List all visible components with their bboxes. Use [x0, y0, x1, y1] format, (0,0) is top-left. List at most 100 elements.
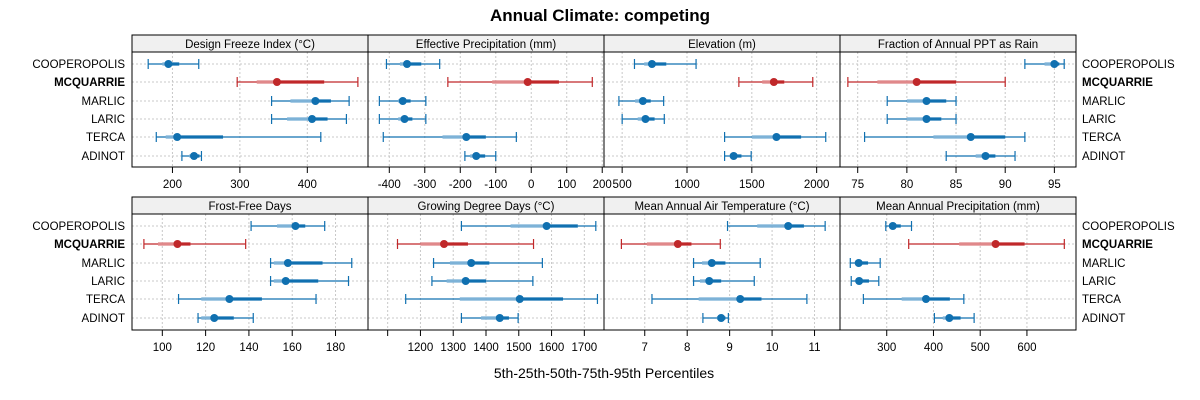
data-row: [181, 151, 203, 161]
x-tick-label: 300: [877, 342, 896, 354]
x-tick-label: 1600: [539, 342, 565, 354]
row-label: TERCA: [1082, 294, 1121, 306]
median-point: [281, 277, 290, 285]
x-tick-label: 500: [613, 179, 632, 191]
data-row: [432, 258, 543, 268]
panel-title: Effective Precipitation (mm): [416, 39, 557, 51]
panel: Fraction of Annual PPT as Rain 75 80 85 90 95: [839, 34, 1077, 191]
panel-title: Fraction of Annual PPT as Rain: [878, 39, 1038, 51]
data-row: [396, 239, 535, 249]
median-point: [647, 60, 656, 68]
data-row: [692, 276, 755, 286]
row-label: MCQUARRIE: [1082, 239, 1153, 251]
median-point: [772, 133, 781, 141]
x-tick-label: 300: [230, 179, 249, 191]
data-row: [382, 132, 517, 142]
row-label: LARIC: [1082, 276, 1116, 288]
row-label: ADINOT: [82, 313, 125, 325]
data-row: [460, 221, 597, 231]
median-point: [472, 152, 481, 160]
panel-title: Mean Annual Precipitation (mm): [876, 201, 1040, 213]
row-label: COOPEROPOLIS: [1082, 59, 1175, 71]
median-point: [462, 133, 471, 141]
row-label: MARLIC: [82, 96, 125, 108]
row-label: MCQUARRIE: [54, 77, 125, 89]
median-point: [495, 314, 504, 322]
panel: Design Freeze Index (°C) 200 300 400: [131, 34, 369, 191]
row-label: MCQUARRIE: [54, 239, 125, 251]
panel-frame: [367, 51, 605, 168]
x-tick-label: 1000: [674, 179, 700, 191]
median-point: [705, 277, 714, 285]
x-tick-label: 9: [726, 342, 732, 354]
data-row: [270, 114, 348, 124]
data-row: [620, 239, 721, 249]
row-label: TERCA: [86, 132, 125, 144]
chart-title: Annual Climate: competing: [490, 6, 710, 25]
median-point: [467, 259, 476, 267]
row-label: ADINOT: [1082, 151, 1125, 163]
median-point: [707, 259, 716, 267]
data-row: [886, 114, 957, 124]
median-point: [854, 259, 863, 267]
row-labels-left: COOPEROPOLIS MCQUARRIE MARLIC LARIC TERCA ADI…: [32, 59, 125, 325]
row-label: MARLIC: [82, 258, 125, 270]
median-point: [769, 78, 778, 86]
data-row: [933, 313, 975, 323]
x-tick-label: 1500: [739, 179, 765, 191]
data-row: [269, 258, 353, 268]
x-tick-label: 1200: [408, 342, 434, 354]
median-point: [966, 133, 975, 141]
median-point: [945, 314, 954, 322]
data-row: [651, 294, 808, 304]
x-tick-label: 7: [642, 342, 648, 354]
x-tick-label: 1500: [506, 342, 532, 354]
row-labels-right: COOPEROPOLIS MCQUARRIE MARLIC LARIC TERCA ADI…: [1082, 59, 1175, 325]
x-tick-label: 1700: [572, 342, 598, 354]
x-tick-label: 80: [900, 179, 913, 191]
row-label: COOPEROPOLIS: [32, 59, 125, 71]
data-row: [886, 96, 957, 106]
x-tick-label: 11: [809, 342, 821, 354]
x-tick-label: -300: [413, 179, 436, 191]
row-label: MARLIC: [1082, 96, 1125, 108]
median-point: [888, 222, 897, 230]
data-row: [250, 221, 326, 231]
x-tick-label: 10: [766, 342, 779, 354]
data-row: [269, 276, 350, 286]
median-point: [1050, 60, 1059, 68]
median-point: [164, 60, 173, 68]
data-row: [378, 96, 427, 106]
data-row: [847, 77, 1006, 87]
median-point: [855, 277, 864, 285]
data-row: [945, 151, 1016, 161]
row-label: LARIC: [91, 276, 125, 288]
panel-title: Design Freeze Index (°C): [185, 39, 315, 51]
data-row: [1024, 59, 1065, 69]
x-tick-label: 90: [999, 179, 1012, 191]
row-label: LARIC: [91, 114, 125, 126]
data-row: [885, 221, 913, 231]
median-point: [173, 240, 182, 248]
median-point: [291, 222, 300, 230]
x-tick-label: 75: [851, 179, 864, 191]
panel: Mean Annual Precipitation (mm) 300 400 500 6…: [839, 196, 1077, 354]
median-point: [717, 314, 726, 322]
panel: Elevation (m) 500 1000 1500 2000: [603, 34, 841, 191]
row-label: COOPEROPOLIS: [32, 221, 125, 233]
median-point: [784, 222, 793, 230]
row-label: TERCA: [86, 294, 125, 306]
panel-frame: [603, 51, 841, 168]
row-label: COOPEROPOLIS: [1082, 221, 1175, 233]
median-point: [981, 152, 990, 160]
data-row: [143, 239, 247, 249]
median-point: [922, 97, 931, 105]
panel: Mean Annual Air Temperature (°C) 7 8 9 10 11: [603, 196, 841, 354]
data-row: [702, 313, 729, 323]
panel-title: Frost-Free Days: [208, 201, 291, 213]
data-row: [270, 96, 350, 106]
data-row: [726, 221, 826, 231]
x-tick-label: 1300: [440, 342, 466, 354]
panel-frame: [839, 213, 1077, 331]
data-row: [723, 132, 827, 142]
